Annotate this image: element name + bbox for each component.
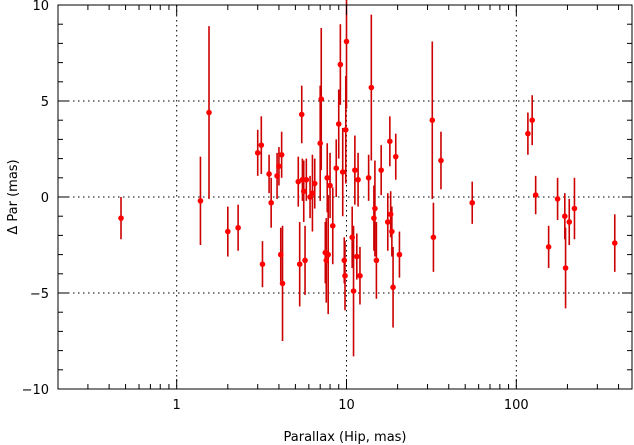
data-point	[545, 244, 552, 250]
data-point	[525, 130, 531, 137]
data-point	[396, 251, 403, 258]
data-point	[197, 198, 204, 204]
data-point	[342, 272, 348, 279]
data-point	[268, 199, 274, 206]
data-point	[365, 175, 372, 181]
data-point	[372, 205, 378, 212]
data-point	[354, 253, 360, 260]
data-point	[529, 117, 535, 123]
data-point	[309, 190, 316, 196]
data-points	[118, 38, 618, 294]
data-point	[118, 215, 124, 221]
data-point	[333, 165, 340, 171]
x-tick-label: 100	[504, 398, 529, 413]
data-point	[368, 84, 375, 91]
y-tick-label: −10	[22, 383, 49, 398]
data-point	[352, 167, 358, 173]
y-tick-label: −5	[30, 287, 49, 302]
data-point	[389, 228, 395, 235]
data-point	[355, 176, 361, 183]
data-point	[390, 284, 396, 291]
data-point	[276, 163, 282, 170]
data-point	[387, 138, 393, 145]
data-point	[430, 234, 437, 241]
data-point	[274, 173, 280, 179]
data-point	[324, 175, 331, 181]
data-point	[342, 127, 349, 133]
data-point	[339, 169, 346, 175]
data-point	[469, 199, 476, 206]
data-point	[298, 111, 305, 118]
data-point	[258, 142, 265, 148]
data-point	[266, 171, 272, 177]
data-point	[206, 109, 212, 116]
data-point	[279, 280, 286, 287]
y-tick-label: 10	[32, 0, 49, 14]
data-point	[373, 257, 380, 264]
data-point	[387, 211, 394, 218]
data-point	[384, 219, 391, 225]
data-point	[303, 176, 310, 183]
data-point	[254, 150, 261, 156]
data-point	[532, 192, 539, 198]
data-point	[296, 261, 303, 268]
data-point	[299, 176, 306, 183]
data-point	[571, 205, 578, 212]
data-point	[350, 288, 357, 294]
data-point	[318, 96, 325, 102]
x-tick-labels: 1 10 100	[173, 398, 529, 413]
data-point	[371, 215, 377, 221]
data-point	[438, 157, 444, 164]
data-point	[300, 188, 307, 195]
data-point	[311, 180, 318, 187]
data-point	[554, 196, 561, 202]
data-point	[349, 234, 355, 241]
data-point	[302, 257, 308, 264]
data-point	[566, 219, 573, 225]
x-tick-label: 1	[173, 398, 181, 413]
data-point	[327, 182, 333, 189]
x-tick-label: 10	[338, 398, 355, 413]
data-point	[562, 265, 569, 271]
data-point	[235, 224, 241, 231]
y-tick-labels: −10 −5 0 5 10	[22, 0, 49, 398]
data-point	[343, 38, 350, 45]
data-point	[317, 140, 324, 147]
data-point	[562, 213, 568, 219]
y-axis-label: Δ Par (mas)	[6, 159, 21, 234]
data-point	[335, 121, 342, 127]
data-point	[429, 117, 436, 123]
data-point	[325, 251, 331, 258]
data-point	[337, 61, 344, 68]
data-point	[392, 153, 399, 160]
data-point	[611, 240, 618, 246]
axis-ticks	[57, 4, 632, 390]
data-point	[278, 151, 285, 158]
data-point	[357, 272, 363, 279]
y-tick-label: 5	[41, 95, 49, 110]
data-point	[341, 257, 348, 264]
data-point	[378, 167, 384, 173]
data-point	[329, 223, 336, 229]
data-point	[225, 228, 231, 235]
data-point	[277, 251, 284, 258]
data-point	[259, 261, 266, 268]
grid-lines	[58, 5, 632, 389]
data-point	[323, 257, 330, 264]
y-tick-label: 0	[41, 191, 49, 206]
x-axis-label: Parallax (Hip, mas)	[284, 430, 407, 445]
